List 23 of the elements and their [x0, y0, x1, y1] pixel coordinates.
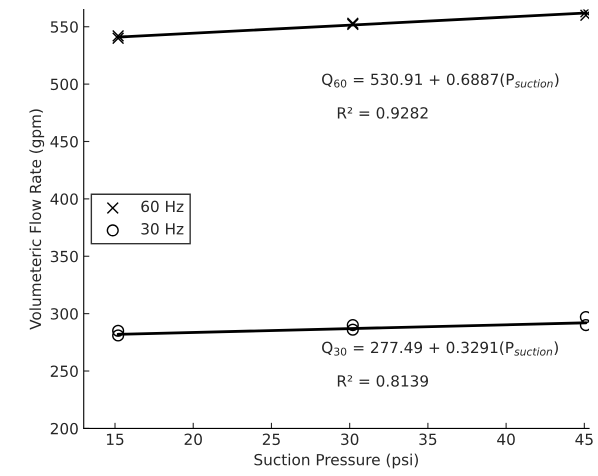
annotation: R² = 0.8139 — [338, 375, 428, 387]
x-axis-title: Suction Pressure (psi) — [254, 454, 418, 468]
legend-label: 30 Hz — [141, 223, 184, 235]
x-tick-label: 30 — [341, 434, 358, 446]
y-tick-label: 550 — [50, 21, 78, 33]
y-axis-title: Volumeteric Flow Rate (gpm) — [29, 109, 44, 330]
x-tick-label: 15 — [106, 434, 124, 446]
x-tick-label: 25 — [262, 434, 280, 446]
legend-label: 60 Hz — [141, 200, 184, 212]
y-tick-label: 300 — [50, 308, 78, 320]
x-tick-label: 35 — [419, 434, 436, 446]
annotation: Q$_{30}$ = 277.49 + 0.3291(P$_{suction}$) — [322, 341, 558, 356]
y-tick-label: 500 — [50, 78, 78, 90]
x-tick-label: 40 — [497, 434, 515, 446]
y-tick-label: 350 — [50, 250, 78, 262]
annotation: R² = 0.9282 — [338, 107, 428, 119]
y-tick-label: 400 — [50, 193, 78, 205]
x-tick-label: 45 — [575, 434, 593, 446]
y-tick-label: 200 — [50, 422, 78, 434]
annotation: Q$_{60}$ = 530.91 + 0.6887(P$_{suction}$) — [322, 73, 558, 88]
y-tick-label: 250 — [50, 365, 78, 378]
x-tick-label: 20 — [184, 434, 202, 446]
y-tick-label: 450 — [50, 136, 78, 148]
